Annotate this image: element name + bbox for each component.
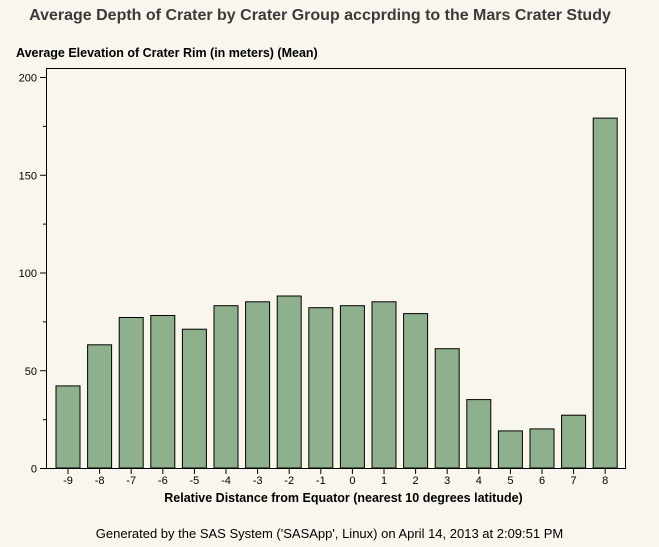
bar xyxy=(87,344,113,469)
bar xyxy=(245,301,271,469)
x-tick-label: -3 xyxy=(253,475,263,487)
x-tick-label: 4 xyxy=(476,475,482,487)
y-tick-label: 150 xyxy=(19,170,37,182)
x-tick-label: -9 xyxy=(63,475,73,487)
bar xyxy=(497,430,523,469)
bar xyxy=(308,307,334,469)
x-tick-label: -5 xyxy=(190,475,200,487)
bar xyxy=(561,414,587,469)
bar xyxy=(371,301,397,469)
x-tick-label: 8 xyxy=(602,475,608,487)
x-tick-label: 1 xyxy=(381,475,387,487)
plot-area xyxy=(46,68,626,469)
y-axis-label: Average Elevation of Crater Rim (in mete… xyxy=(16,46,318,60)
x-tick-label: -6 xyxy=(158,475,168,487)
y-tick-label: 0 xyxy=(31,464,37,476)
footnote: Generated by the SAS System ('SASApp', L… xyxy=(95,526,564,541)
bar xyxy=(55,385,81,469)
x-tick-label: -7 xyxy=(126,475,136,487)
bar xyxy=(403,313,429,469)
y-tick-label: 50 xyxy=(25,366,37,378)
x-tick-label: -2 xyxy=(284,475,294,487)
y-tick-label: 200 xyxy=(19,73,37,85)
bar xyxy=(434,348,460,469)
x-tick-label: 5 xyxy=(507,475,513,487)
bar xyxy=(276,295,302,469)
y-tick-label: 100 xyxy=(19,268,37,280)
x-tick-label: 0 xyxy=(349,475,355,487)
bar xyxy=(339,305,365,469)
chart-title: Average Depth of Crater by Crater Group … xyxy=(29,7,611,24)
bar xyxy=(181,328,207,469)
x-tick-label: 7 xyxy=(571,475,577,487)
x-axis-label: Relative Distance from Equator (nearest … xyxy=(164,491,522,505)
bar xyxy=(213,305,239,469)
x-tick-label: -4 xyxy=(221,475,231,487)
bar xyxy=(529,428,555,469)
bars xyxy=(55,117,618,469)
x-tick-label: 6 xyxy=(539,475,545,487)
bar xyxy=(466,399,492,469)
x-tick-label: -8 xyxy=(95,475,105,487)
x-tick-label: -1 xyxy=(316,475,326,487)
bar xyxy=(150,315,176,469)
x-tick-label: 3 xyxy=(444,475,450,487)
bar xyxy=(592,117,618,469)
bar xyxy=(118,317,144,469)
y-axis: 0 50 100 150 200 xyxy=(19,73,46,476)
x-axis: -9 -8 -7 -6 -5 -4 -3 -2 -1 0 1 2 3 4 5 6 7 8 xyxy=(63,468,608,487)
x-tick-label: 2 xyxy=(413,475,419,487)
